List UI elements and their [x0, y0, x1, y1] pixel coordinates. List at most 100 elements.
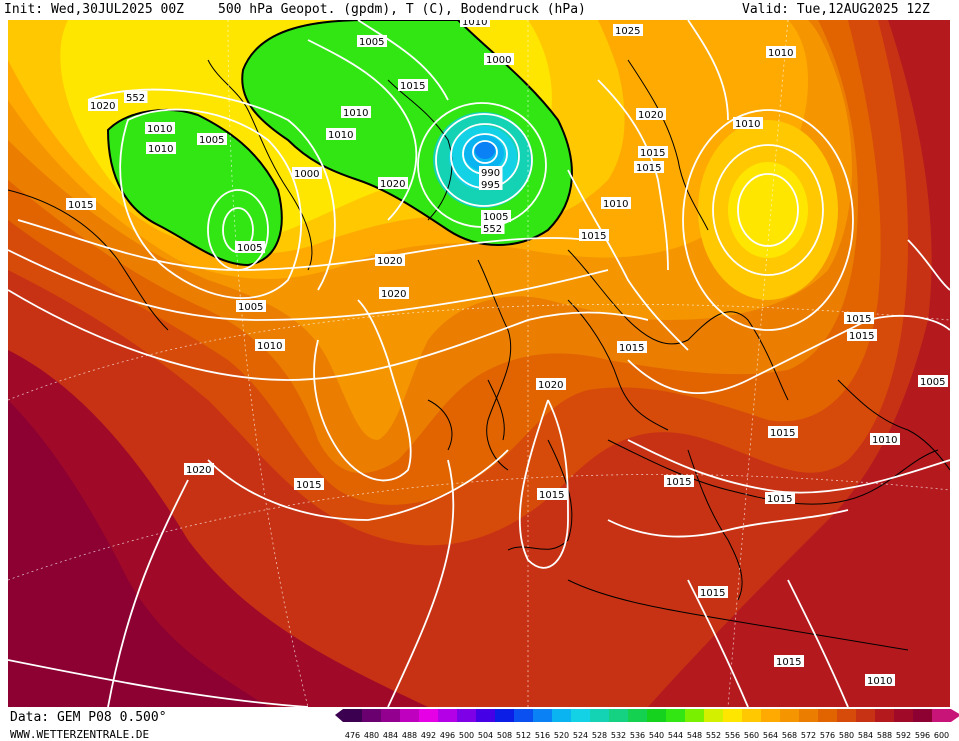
isobar-value-text: 552 — [126, 93, 145, 104]
isobar-value-text: 1010 — [603, 199, 628, 210]
isobar-value-label: 1015 — [537, 488, 567, 501]
isobar-value-text: 1010 — [148, 144, 173, 155]
isobar-value-label: 1015 — [638, 146, 668, 159]
isobar-value-label: 1015 — [844, 312, 874, 325]
isobar-value-text: 1020 — [638, 110, 663, 121]
legend-value-label: 536 — [629, 731, 646, 740]
isobar-value-text: 1015 — [770, 428, 795, 439]
legend-swatch — [476, 709, 495, 722]
isobar-value-text: 1010 — [328, 130, 353, 141]
isobar-value-label: 1020 — [88, 99, 118, 112]
isobar-value-label: 1005 — [197, 133, 227, 146]
isobar-value-label: 995 — [479, 178, 503, 191]
graticule — [8, 20, 950, 707]
legend-value-label: 596 — [914, 731, 931, 740]
geopotential-deepblue-low — [475, 141, 495, 159]
legend-value-label: 548 — [686, 731, 703, 740]
weather-map: 1010 1025 1010 1005 1000 1020 1015 1020 1010 1005… — [8, 20, 950, 707]
isobar-value-label: 1015 — [579, 229, 609, 242]
isobars — [8, 20, 950, 707]
color-legend — [335, 708, 959, 734]
legend-value-label: 584 — [857, 731, 874, 740]
legend-swatch — [362, 709, 381, 722]
isobar-value-label: 1020 — [536, 378, 566, 391]
isobar-value-text: 1015 — [539, 490, 564, 501]
isobar-value-label: 990 — [479, 166, 503, 179]
legend-swatch — [514, 709, 533, 722]
isobar-value-text: 1020 — [90, 101, 115, 112]
legend-swatch — [419, 709, 438, 722]
isobar-value-label: 1005 — [236, 300, 266, 313]
isobar-value-label: 1010 — [255, 339, 285, 352]
legend-value-label: 572 — [800, 731, 817, 740]
legend-value-label: 552 — [705, 731, 722, 740]
legend-value-label: 484 — [382, 731, 399, 740]
isobar-value-label: 1020 — [636, 108, 666, 121]
legend-swatch — [818, 709, 837, 722]
isobar-value-text: 1015 — [640, 148, 665, 159]
legend-swatch — [780, 709, 799, 722]
legend-value-label: 508 — [496, 731, 513, 740]
isobar-value-label: 1010 — [601, 197, 631, 210]
legend-swatch — [761, 709, 780, 722]
map-title: 500 hPa Geopot. (gpdm), T (C), Bodendruc… — [218, 2, 586, 17]
isobar-value-text: 1005 — [199, 135, 224, 146]
isobar-value-text: 552 — [483, 224, 502, 235]
legend-value-label: 496 — [439, 731, 456, 740]
legend-value-label: 532 — [610, 731, 627, 740]
data-source: Data: GEM P08 0.500° — [10, 710, 167, 725]
isobar-value-text: 1005 — [359, 37, 384, 48]
isobar-value-text: 990 — [481, 168, 500, 179]
isobar-value-label: 1005 — [918, 375, 948, 388]
legend-value-label: 512 — [515, 731, 532, 740]
isobar-value-text: 1015 — [636, 163, 661, 174]
map-header: Init: Wed,30JUL2025 00Z 500 hPa Geopot. … — [0, 0, 959, 20]
legend-value-label: 476 — [344, 731, 361, 740]
legend-swatch — [571, 709, 590, 722]
isobar-value-text: 1010 — [768, 48, 793, 59]
legend-swatch — [609, 709, 628, 722]
legend-value-label: 592 — [895, 731, 912, 740]
isobar-labels: 1010 1025 1010 1005 1000 1020 1015 1020 1010 1005… — [66, 20, 948, 687]
legend-swatch — [400, 709, 419, 722]
legend-swatch — [685, 709, 704, 722]
legend-swatch — [856, 709, 875, 722]
isobar-value-label: 1010 — [870, 433, 900, 446]
isobar-value-text: 1015 — [296, 480, 321, 491]
legend-value-label: 580 — [838, 731, 855, 740]
legend-swatch — [666, 709, 685, 722]
isobar-value-label: 1000 — [292, 167, 322, 180]
legend-value-label: 600 — [933, 731, 950, 740]
legend-swatch — [552, 709, 571, 722]
isobar-value-text: 1000 — [294, 169, 319, 180]
isobar-value-label: 1025 — [613, 24, 643, 37]
isobar-value-label: 1020 — [378, 177, 408, 190]
legend-swatch — [381, 709, 400, 722]
legend-swatch — [647, 709, 666, 722]
legend-arrow-left — [335, 709, 343, 722]
isobar-value-text: 1020 — [538, 380, 563, 391]
legend-swatch — [438, 709, 457, 722]
legend-swatch — [533, 709, 552, 722]
isobar-value-text: 1015 — [68, 200, 93, 211]
legend-swatch — [875, 709, 894, 722]
legend-swatch — [590, 709, 609, 722]
legend-value-label: 540 — [648, 731, 665, 740]
legend-swatch — [495, 709, 514, 722]
legend-value-label: 560 — [743, 731, 760, 740]
legend-swatch — [742, 709, 761, 722]
isobar-value-text: 1010 — [872, 435, 897, 446]
isobar-value-label: 1015 — [768, 426, 798, 439]
legend-value-label: 568 — [781, 731, 798, 740]
legend-value-label: 524 — [572, 731, 589, 740]
legend-value-label: 504 — [477, 731, 494, 740]
legend-value-label: 556 — [724, 731, 741, 740]
init-time: Init: Wed,30JUL2025 00Z — [4, 2, 185, 17]
isobar-value-label: 1015 — [634, 161, 664, 174]
isobar-value-text: 1005 — [483, 212, 508, 223]
isobar-value-label: 1000 — [484, 53, 514, 66]
isobar-value-label: 1020 — [375, 254, 405, 267]
legend-labels: 476 480 484 488 492 496 500 504 508 512 516 520 524 5… — [343, 731, 951, 740]
isobar-value-label: 1020 — [379, 287, 409, 300]
isobar-value-label: 1010 — [766, 46, 796, 59]
